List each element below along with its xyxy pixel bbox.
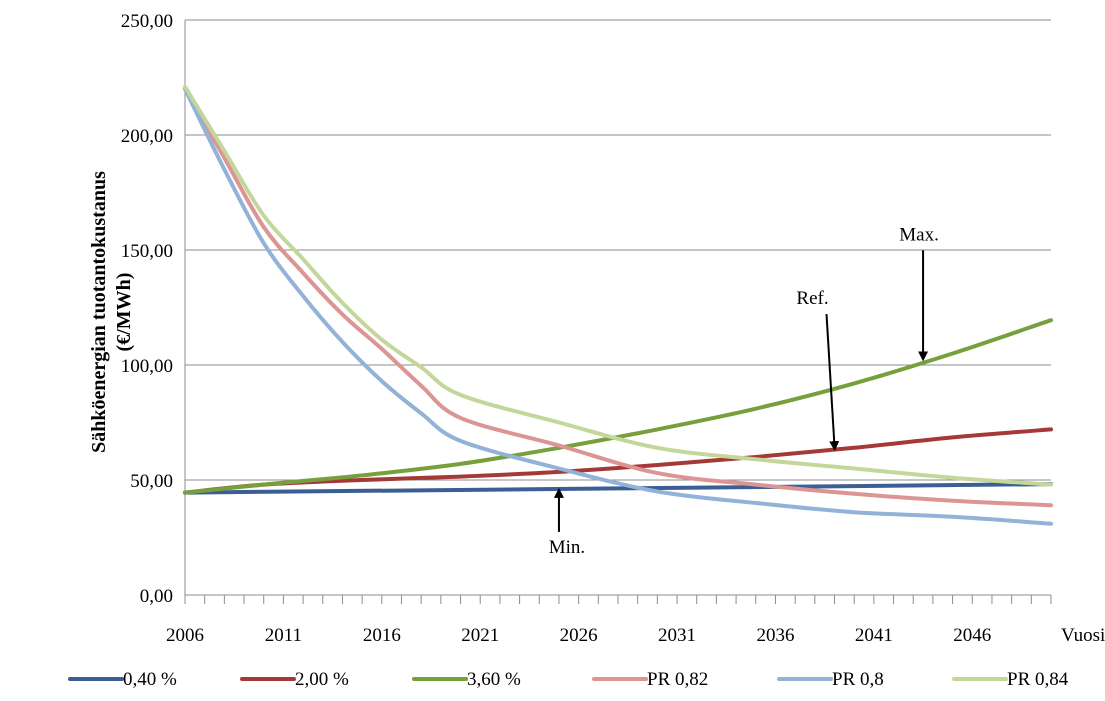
x-tick-label: 2016: [363, 625, 401, 646]
x-tick-label: 2046: [953, 625, 991, 646]
legend-label-1: 2,00 %: [295, 669, 349, 690]
y-tick-label: 150,00: [121, 241, 173, 262]
legend-label-2: 3,60 %: [467, 669, 521, 690]
axes: [184, 20, 1052, 604]
x-tick-label: 2021: [461, 625, 499, 646]
y-axis-label-line2: (€/MWh): [113, 273, 135, 352]
legend: 0,40 % 2,00 % 3,60 % PR 0,82 PR 0,8 PR 0,84: [68, 669, 1069, 690]
annotations: Ref. Max. Min.: [549, 224, 939, 558]
y-axis-label-line1: Sähköenergian tuotantokustanus: [88, 171, 110, 453]
y-tick-label: 0,00: [140, 586, 173, 607]
x-tick-label: 2026: [560, 625, 598, 646]
series-line-1: [183, 427, 1053, 495]
y-tick-label: 50,00: [130, 471, 173, 492]
x-axis-label: Vuosi: [1061, 625, 1105, 646]
tick-labels: 0,00 50,00 100,00 150,00 200,00 250,00 2006 201…: [121, 11, 1105, 646]
series-lines: [183, 84, 1053, 526]
x-tick-label: 2006: [166, 625, 204, 646]
x-tick-label: 2041: [855, 625, 893, 646]
y-tick-label: 200,00: [121, 126, 173, 147]
x-tick-label: 2036: [756, 625, 794, 646]
series-line-0: [183, 482, 1053, 495]
annotation-label: Max.: [899, 224, 939, 245]
x-tick-label: 2011: [265, 625, 302, 646]
series-line-4: [183, 87, 1053, 526]
series-line-5: [183, 84, 1053, 487]
x-tick-label: 2031: [658, 625, 696, 646]
legend-label-5: PR 0,84: [1007, 669, 1069, 690]
legend-label-0: 0,40 %: [123, 669, 177, 690]
legend-label-4: PR 0,8: [832, 669, 884, 690]
y-tick-label: 100,00: [121, 356, 173, 377]
annotation-label: Ref.: [796, 288, 828, 309]
annotation-arrow: [825, 314, 840, 452]
series-line-3: [183, 87, 1053, 508]
grid-lines: [185, 19, 1051, 481]
series-line-2: [183, 318, 1053, 495]
legend-label-3: PR 0,82: [647, 669, 708, 690]
y-tick-label: 250,00: [121, 11, 173, 32]
annotation-label: Min.: [549, 537, 585, 558]
